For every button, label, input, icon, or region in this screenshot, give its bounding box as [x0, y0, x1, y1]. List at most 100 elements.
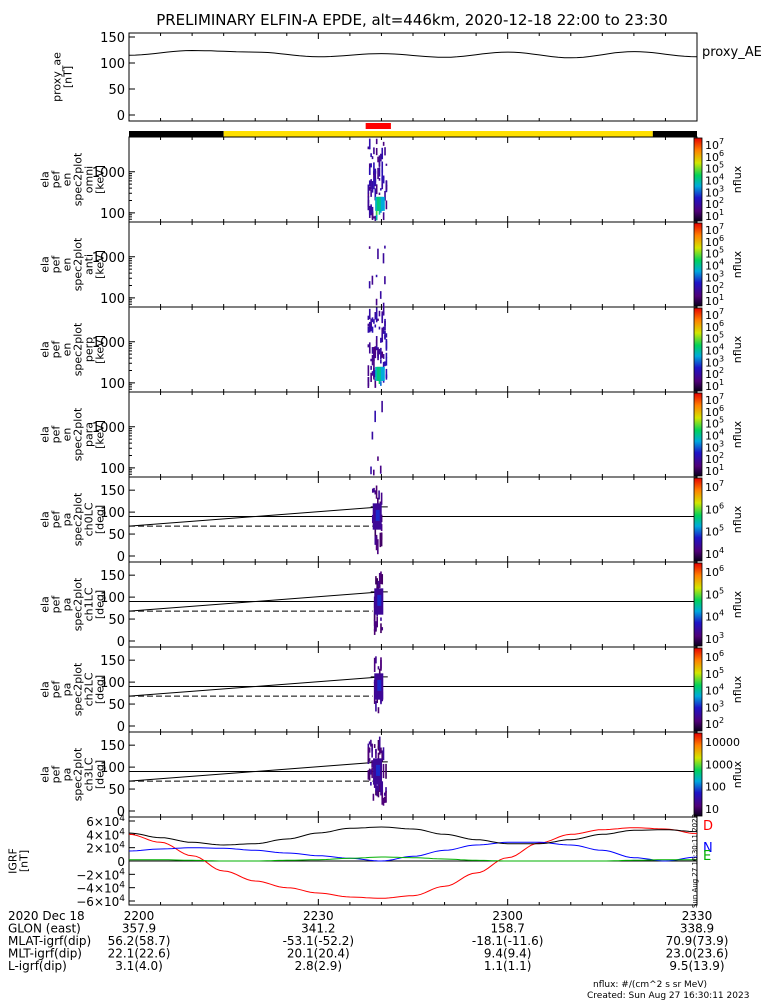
spectrogram-cell — [373, 359, 375, 371]
spectrogram-cell — [367, 184, 370, 194]
y-tick-label: 50 — [108, 698, 125, 713]
spectrogram-cell — [381, 147, 384, 160]
spectrogram-cell — [370, 372, 372, 382]
pa-spectrogram-cell — [380, 492, 383, 505]
y-tick-label: −4×104 — [76, 881, 125, 896]
y-axis-label-line: perp — [83, 337, 96, 362]
colorbar-label-text: nflux — [731, 675, 744, 703]
footer-value: 3.1(4.0) — [115, 959, 163, 973]
pa-spectrogram-cell — [367, 770, 370, 780]
pa-spectrogram-cell — [370, 781, 372, 786]
y-axis-label-line: [deg] — [94, 675, 107, 704]
orbit-segment — [129, 131, 224, 137]
footer-value: -53.1(-52.2) — [283, 934, 354, 948]
pa-spectrogram-cell — [383, 792, 386, 796]
spectrogram-core — [380, 196, 385, 211]
pa-spectrogram-cell — [375, 576, 377, 585]
y-axis-label-line: pef — [50, 170, 63, 189]
spectrogram-cell — [370, 318, 372, 329]
colorbar-tick-label: 104 — [705, 428, 724, 443]
spectrogram-cell — [378, 348, 381, 355]
footer-row-label: L-igrf(dip) — [8, 959, 67, 973]
pa-spectrogram-cell — [382, 797, 385, 806]
y-axis-label-line: pef — [50, 765, 63, 784]
proxy-ae-line — [128, 49, 698, 59]
spectrogram-cell — [374, 378, 377, 388]
colorbar-tick-label: 105 — [705, 666, 724, 681]
spectrogram-cell — [373, 166, 375, 174]
spectrogram-cell — [371, 212, 374, 219]
colorbar-label: nflux — [731, 760, 744, 788]
colorbar-tick-label: 102 — [705, 451, 724, 466]
y-axis-label-line: omni — [83, 166, 96, 193]
spectrogram-cell — [374, 188, 377, 201]
spectrogram-cell — [377, 347, 379, 356]
igrf-legend-N: N — [703, 841, 713, 856]
spectrogram-cell — [370, 204, 372, 213]
spectrogram-cell — [384, 362, 386, 365]
y-axis-label-line: spec2plot — [72, 492, 85, 546]
y-axis-label-line: [keV] — [94, 335, 107, 364]
colorbar-tick-label: 103 — [705, 631, 724, 646]
spectrogram-cell — [368, 167, 371, 175]
pa-spectrogram-cell — [375, 656, 377, 664]
y-axis-label-line: spec2plot — [72, 747, 85, 801]
colorbar-label-text: nflux — [731, 590, 744, 618]
footer-value: 1.1(1.1) — [484, 959, 532, 973]
footer-value: 357.9 — [122, 922, 156, 936]
igrf-E-line — [129, 856, 698, 862]
pa-spectrogram-cell — [368, 741, 371, 745]
spectrogram-cell — [368, 186, 371, 191]
spectrogram-cell — [380, 188, 382, 191]
y-axis-label-line: ch1LC — [83, 587, 96, 621]
y-tick-label: 0 — [117, 805, 125, 820]
colorbar-tick-label: 106 — [705, 404, 724, 419]
footer-value: 158.7 — [490, 922, 524, 936]
pa-spectrogram-cell — [381, 574, 384, 585]
pa-spectrogram-cell — [376, 785, 378, 797]
spectrogram-cell — [370, 153, 372, 158]
footer-value: 23.0(23.6) — [666, 947, 729, 961]
spectrogram-cell — [374, 324, 377, 328]
colorbar-tick-label: 104 — [705, 258, 724, 273]
colorbar-tick-label: 102 — [705, 196, 724, 211]
colorbar-tick-label: 107 — [705, 307, 724, 322]
spectrogram-cell — [367, 323, 370, 327]
spectrogram-cell — [370, 365, 372, 370]
y-tick-label: 0 — [117, 550, 125, 565]
pa-spectrogram-cell — [382, 763, 385, 779]
spectrogram-cell — [373, 319, 375, 324]
spectrogram-cell — [373, 367, 375, 374]
spectrogram-cell — [367, 315, 370, 320]
spectrogram-cell — [378, 155, 381, 167]
pa-spectrogram-cell — [378, 490, 380, 500]
footer-value: 338.9 — [680, 922, 714, 936]
pa-spectrogram-cell — [373, 487, 375, 493]
y-axis-label-line: para — [83, 422, 96, 447]
y-axis-label-line: ela — [39, 426, 52, 443]
spectrogram-cell — [384, 190, 386, 201]
pa-spectrogram-cell — [373, 629, 376, 635]
spectrogram-cell — [385, 188, 388, 193]
colorbar-tick-label: 101 — [705, 463, 724, 478]
figure-title: PRELIMINARY ELFIN-A EPDE, alt=446km, 202… — [156, 11, 668, 29]
colorbar-tick-label: 104 — [705, 173, 724, 188]
pa-spectrogram-cell — [385, 787, 387, 793]
colorbar-label: nflux — [731, 420, 744, 448]
spectrogram-cell — [385, 357, 388, 366]
pa-spectrogram-cell — [380, 783, 382, 796]
spectrogram-cell — [379, 465, 382, 473]
spectrogram-cell — [377, 167, 379, 180]
colorbar-tick-label: 107 — [705, 392, 724, 407]
colorbar-tick-label: 10 — [705, 803, 719, 816]
spectrogram-cell — [368, 210, 371, 215]
pa-spectrogram-cell — [374, 527, 377, 537]
spectrogram-cell — [367, 326, 370, 333]
spectrogram-cell — [382, 141, 385, 146]
y-tick-label: 2×104 — [86, 841, 125, 856]
igrf-legend-E: E — [703, 849, 711, 864]
y-axis-label-line: [keV] — [94, 420, 107, 449]
pa-spectrogram-cell — [379, 536, 382, 548]
